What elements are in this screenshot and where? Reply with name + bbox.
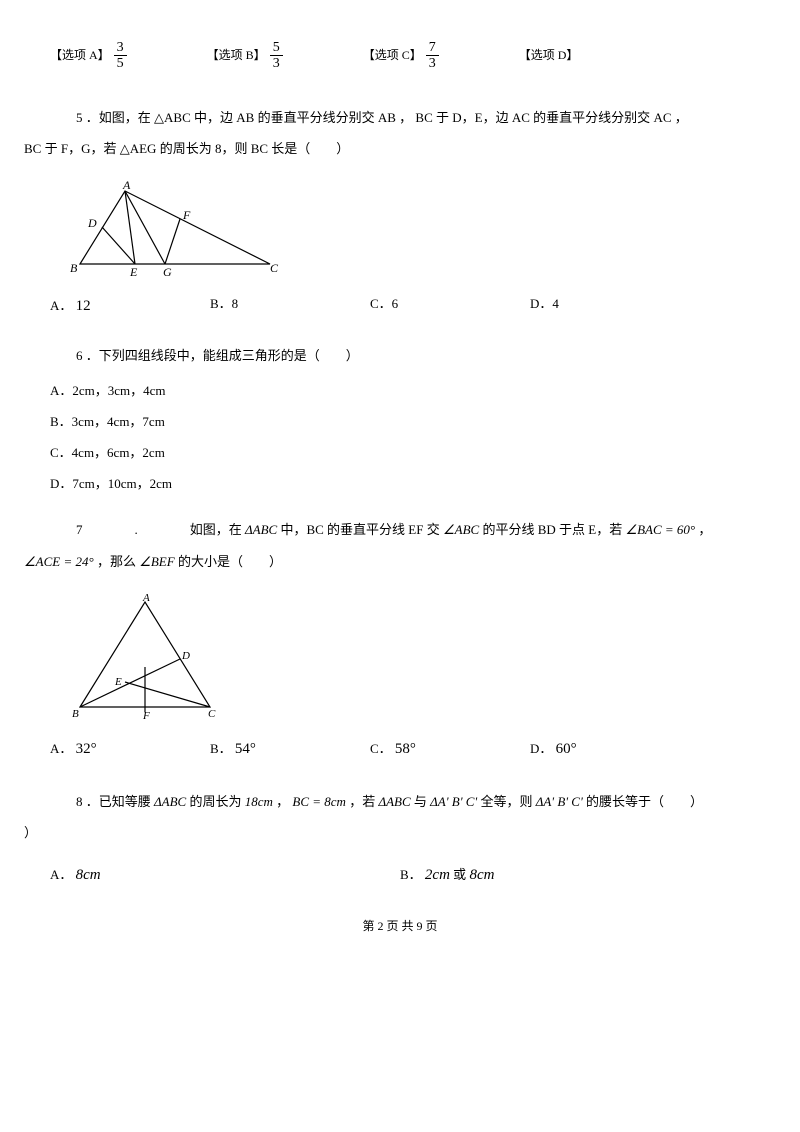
q7-opt-d: D． 60° [530,737,750,761]
svg-text:B: B [70,261,78,275]
svg-text:G: G [163,265,172,279]
q5-answers: A． 12 B．8 C．6 D．4 [50,294,750,318]
svg-text:F: F [142,710,150,722]
triangle-q7-icon: A B C D E F [70,592,230,722]
q5-opt-a: A． 12 [50,294,210,318]
q6-opt-c: C．4cm，6cm，2cm [50,443,750,464]
svg-text:E: E [114,676,122,688]
option-a-fraction: 3 5 [114,40,127,72]
svg-text:B: B [72,708,79,720]
q7-figure: A B C D E F [70,592,750,722]
q6-opt-b: B．3cm，4cm，7cm [50,412,750,433]
option-d-label: 【选项 D】 [519,46,579,65]
option-d: 【选项 D】 [519,46,579,65]
q4-options: 【选项 A】 3 5 【选项 B】 5 3 【选项 C】 7 3 【选项 D】 [50,40,750,72]
question-5: 5 ．如图，在 △ABC 中，边 AB 的垂直平分线分别交 AB ， BC 于 … [50,102,750,164]
q6-answers: A．2cm，3cm，4cm B．3cm，4cm，7cm C．4cm，6cm，2c… [50,381,750,494]
q7-answers: A． 32° B． 54° C． 58° D． 60° [50,737,750,761]
svg-text:A: A [142,592,150,604]
q5-opt-c: C．6 [370,294,530,318]
triangle-q5-icon: A B C D E F G [70,179,290,279]
svg-text:D: D [181,650,190,662]
page-footer: 第 2 页 共 9 页 [50,917,750,936]
q7-opt-c: C． 58° [370,737,530,761]
option-a-label: 【选项 A】 [50,46,110,65]
q8-opt-a: A． 8cm [50,863,400,887]
question-7: 7 . 如图，在 ΔABC 中，BC 的垂直平分线 EF 交 ∠ABC 的平分线… [50,514,750,576]
question-6: 6 ．下列四组线段中，能组成三角形的是（ ） [50,343,750,369]
svg-text:A: A [122,179,131,192]
option-c-fraction: 7 3 [426,40,439,72]
q8-answers: A． 8cm B． 2cm 或 8cm [50,863,750,887]
option-b: 【选项 B】 5 3 [207,40,283,72]
option-a: 【选项 A】 3 5 [50,40,127,72]
q6-opt-a: A．2cm，3cm，4cm [50,381,750,402]
option-c-label: 【选项 C】 [363,46,422,65]
svg-text:F: F [182,208,191,222]
q8-opt-b: B． 2cm 或 8cm [400,863,750,887]
option-c: 【选项 C】 7 3 [363,40,439,72]
q7-opt-b: B． 54° [210,737,370,761]
svg-text:C: C [208,708,216,720]
q5-opt-b: B．8 [210,294,370,318]
svg-text:C: C [270,261,279,275]
q7-opt-a: A． 32° [50,737,210,761]
q5-opt-d: D．4 [530,294,750,318]
question-8: 8 ．已知等腰 ΔABC 的周长为 18cm ， BC = 8cm ，若 ΔAB… [50,786,750,848]
q6-opt-d: D．7cm，10cm，2cm [50,474,750,495]
svg-text:D: D [87,216,97,230]
option-b-label: 【选项 B】 [207,46,266,65]
svg-text:E: E [129,265,138,279]
option-b-fraction: 5 3 [270,40,283,72]
q5-figure: A B C D E F G [70,179,750,279]
